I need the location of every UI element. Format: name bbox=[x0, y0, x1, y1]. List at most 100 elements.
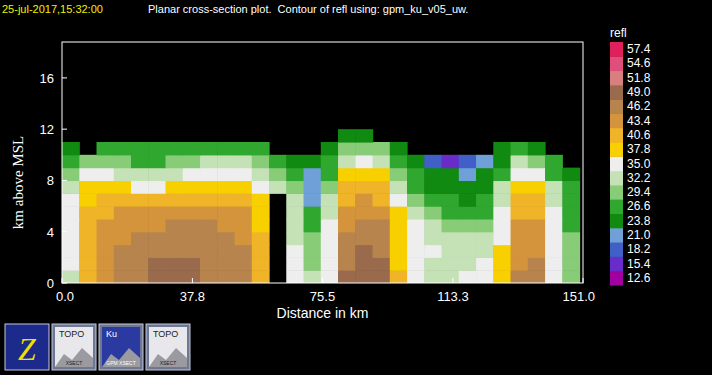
x-tick-label: 113.3 bbox=[437, 289, 469, 304]
cell bbox=[528, 168, 546, 181]
colorbar-swatch bbox=[610, 56, 623, 71]
colorbar-swatch bbox=[610, 228, 623, 243]
y-tick-label: 16 bbox=[40, 71, 54, 86]
y-tick-label: 0 bbox=[47, 276, 54, 291]
toolbar-label: Z bbox=[18, 331, 37, 367]
cell bbox=[200, 180, 218, 193]
colorbar-label: 54.6 bbox=[627, 56, 651, 70]
cell bbox=[355, 129, 373, 142]
cell bbox=[183, 155, 201, 168]
cell bbox=[355, 206, 373, 219]
cell bbox=[114, 193, 132, 206]
cell bbox=[166, 180, 184, 193]
cell bbox=[442, 168, 460, 181]
cell bbox=[62, 180, 80, 193]
cell bbox=[545, 155, 563, 168]
cell bbox=[321, 245, 339, 258]
cell bbox=[304, 193, 322, 206]
cell bbox=[424, 232, 442, 245]
cell bbox=[407, 206, 425, 219]
cell bbox=[390, 155, 408, 168]
cell bbox=[166, 232, 184, 245]
toolbar-button[interactable] bbox=[5, 324, 49, 370]
x-tick bbox=[192, 278, 193, 283]
cell bbox=[355, 155, 373, 168]
cell bbox=[407, 168, 425, 181]
toolbar-label: TOPO bbox=[153, 329, 178, 339]
cell bbox=[528, 193, 546, 206]
cell bbox=[269, 180, 287, 193]
cell bbox=[355, 270, 373, 283]
cell bbox=[528, 155, 546, 168]
toolbar-button[interactable] bbox=[99, 324, 143, 370]
cell bbox=[390, 232, 408, 245]
cell bbox=[373, 206, 391, 219]
toolbar-button[interactable] bbox=[52, 324, 96, 370]
cell bbox=[373, 270, 391, 283]
cell bbox=[338, 219, 356, 232]
cell bbox=[545, 232, 563, 245]
cell bbox=[493, 193, 511, 206]
cell bbox=[62, 257, 80, 270]
cell bbox=[166, 206, 184, 219]
timestamp: 25-jul-2017,15:32:00 bbox=[2, 3, 103, 15]
cell bbox=[252, 206, 270, 219]
cell bbox=[252, 155, 270, 168]
colorbar-label: 37.8 bbox=[627, 142, 651, 156]
cell bbox=[235, 232, 253, 245]
x-tick bbox=[452, 278, 453, 283]
cell bbox=[252, 219, 270, 232]
cell bbox=[424, 245, 442, 258]
cell bbox=[131, 219, 149, 232]
cell bbox=[235, 245, 253, 258]
cell bbox=[183, 219, 201, 232]
cell bbox=[79, 257, 97, 270]
cell bbox=[131, 270, 149, 283]
colorbar-swatch bbox=[610, 256, 623, 271]
colorbar-swatch bbox=[610, 142, 623, 157]
colorbar-swatch bbox=[610, 156, 623, 171]
cell bbox=[545, 180, 563, 193]
cell bbox=[511, 245, 529, 258]
cell bbox=[114, 232, 132, 245]
cell bbox=[200, 193, 218, 206]
cell bbox=[200, 232, 218, 245]
colorbar-label: 43.4 bbox=[627, 114, 651, 128]
cell bbox=[217, 168, 235, 181]
cell bbox=[545, 245, 563, 258]
colorbar-title: refl bbox=[610, 26, 627, 40]
toolbar-icon-shape bbox=[149, 348, 187, 367]
colorbar-label: 15.4 bbox=[627, 257, 651, 271]
cell bbox=[235, 206, 253, 219]
cell bbox=[407, 270, 425, 283]
cell bbox=[493, 142, 511, 155]
y-axis-label: km above MSL bbox=[10, 136, 26, 229]
cell bbox=[62, 168, 80, 181]
cell bbox=[476, 245, 494, 258]
cell bbox=[286, 245, 304, 258]
cell bbox=[407, 257, 425, 270]
cell bbox=[321, 270, 339, 283]
toolbar-button[interactable] bbox=[146, 324, 190, 370]
cell bbox=[476, 270, 494, 283]
cell bbox=[442, 193, 460, 206]
cell bbox=[131, 257, 149, 270]
cell bbox=[373, 219, 391, 232]
cell bbox=[166, 193, 184, 206]
cell bbox=[166, 245, 184, 258]
colorbar-label: 46.2 bbox=[627, 99, 651, 113]
cell bbox=[304, 206, 322, 219]
cell bbox=[200, 206, 218, 219]
cell bbox=[321, 155, 339, 168]
cell bbox=[511, 180, 529, 193]
x-tick-label: 37.8 bbox=[180, 289, 205, 304]
cell bbox=[338, 193, 356, 206]
cell bbox=[148, 245, 166, 258]
x-tick bbox=[322, 278, 323, 283]
cell bbox=[459, 155, 477, 168]
colorbar-label: 51.8 bbox=[627, 71, 651, 85]
cell bbox=[79, 155, 97, 168]
cell bbox=[183, 257, 201, 270]
cell bbox=[528, 257, 546, 270]
cell bbox=[373, 168, 391, 181]
